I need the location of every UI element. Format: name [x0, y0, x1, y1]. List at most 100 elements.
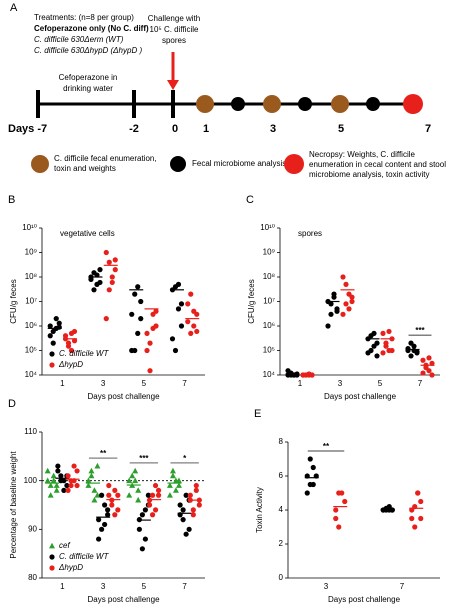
legend-text: microbiome analysis, toxin activity	[309, 170, 429, 179]
timepoint	[331, 95, 349, 113]
data-point	[74, 482, 80, 489]
data-point	[74, 468, 80, 474]
data-point	[147, 368, 153, 374]
data-point	[175, 482, 182, 488]
y-tick-label: 10¹⁰	[260, 223, 275, 232]
data-point	[169, 472, 176, 479]
data-point	[58, 478, 64, 484]
y-tick-label: 10⁵	[263, 346, 275, 355]
y-tick-label: 10⁴	[25, 370, 38, 379]
data-point	[187, 492, 193, 498]
data-point	[349, 298, 355, 305]
data-point	[106, 259, 112, 265]
data-point	[172, 487, 179, 493]
x-tick-label: 1	[60, 379, 65, 388]
data-point	[44, 477, 51, 484]
legend-text: C. difficile fecal enumeration,	[54, 154, 157, 163]
data-point	[68, 347, 75, 354]
data-point	[106, 482, 112, 489]
data-point	[53, 487, 60, 493]
data-point	[307, 456, 313, 462]
day: 0	[172, 123, 178, 135]
data-point	[106, 492, 112, 498]
legend-marker	[31, 155, 49, 173]
legend-marker	[49, 542, 55, 549]
data-point	[423, 365, 429, 371]
data-point	[138, 298, 144, 305]
data-point	[65, 487, 71, 493]
y-tick-label: 10⁷	[25, 297, 37, 306]
data-point	[126, 492, 133, 498]
x-axis-label: Days post challenge	[87, 392, 160, 401]
day: 3	[270, 123, 276, 135]
data-point	[336, 490, 342, 496]
data-point	[190, 512, 196, 518]
data-point	[152, 507, 159, 513]
timepoint	[366, 97, 380, 111]
data-point	[183, 492, 189, 498]
data-point	[183, 531, 189, 537]
treatment: C. difficile 630ΔhypD (ΔhypD )	[34, 46, 142, 55]
legend-label: ΔhypD	[58, 360, 83, 369]
x-tick-label: 1	[298, 379, 303, 388]
data-point	[139, 546, 145, 552]
data-point	[194, 328, 200, 335]
data-point	[418, 498, 424, 505]
data-point	[47, 492, 54, 498]
x-tick-label: 7	[400, 582, 405, 591]
data-point	[383, 343, 389, 349]
data-point	[185, 319, 191, 325]
data-point	[415, 490, 421, 496]
data-point	[112, 267, 118, 273]
legend-marker	[49, 565, 55, 571]
data-point	[325, 323, 331, 329]
data-point	[175, 281, 182, 287]
data-point	[91, 487, 98, 493]
data-point	[145, 492, 151, 498]
data-point	[142, 507, 148, 513]
legend-marker	[49, 554, 55, 560]
data-point	[180, 517, 186, 523]
x-tick-label: 5	[142, 379, 147, 388]
day: -2	[129, 123, 139, 135]
x-tick-label: 3	[324, 582, 329, 591]
legend-text: toxin and weights	[54, 164, 116, 173]
data-point	[61, 487, 67, 493]
data-point	[109, 502, 115, 508]
data-point	[374, 353, 380, 359]
legend-label: C. difficile WT	[59, 552, 109, 561]
data-point	[94, 492, 101, 498]
data-point	[166, 482, 173, 488]
data-point	[99, 526, 105, 532]
data-point	[420, 370, 426, 376]
data-point	[50, 477, 57, 484]
data-point	[97, 267, 103, 273]
y-axis-label: Percentage of baseline weight	[9, 451, 18, 559]
data-point	[185, 301, 191, 307]
data-point	[420, 357, 426, 363]
data-point	[340, 311, 346, 317]
y-tick-label: 10⁶	[263, 321, 275, 330]
data-point	[68, 482, 74, 489]
data-point	[106, 287, 112, 293]
data-point	[85, 477, 92, 484]
x-axis-label: Days post challenge	[87, 595, 160, 604]
data-point	[138, 316, 144, 322]
data-point	[371, 343, 377, 349]
data-point	[342, 498, 348, 505]
y-tick-label: 10⁹	[263, 248, 275, 257]
data-point	[149, 512, 156, 518]
timepoint	[263, 95, 281, 113]
data-point	[103, 249, 109, 256]
data-point	[44, 467, 51, 474]
data-point	[102, 521, 108, 528]
treatment: C. difficile 630Δerm (WT)	[34, 35, 124, 44]
x-tick-label: 5	[142, 582, 147, 591]
day: 5	[338, 123, 344, 135]
significance: **	[323, 442, 330, 451]
data-point	[333, 515, 339, 522]
data-point	[188, 291, 194, 297]
data-point	[172, 477, 179, 484]
data-point	[389, 507, 395, 513]
data-point	[88, 472, 95, 479]
